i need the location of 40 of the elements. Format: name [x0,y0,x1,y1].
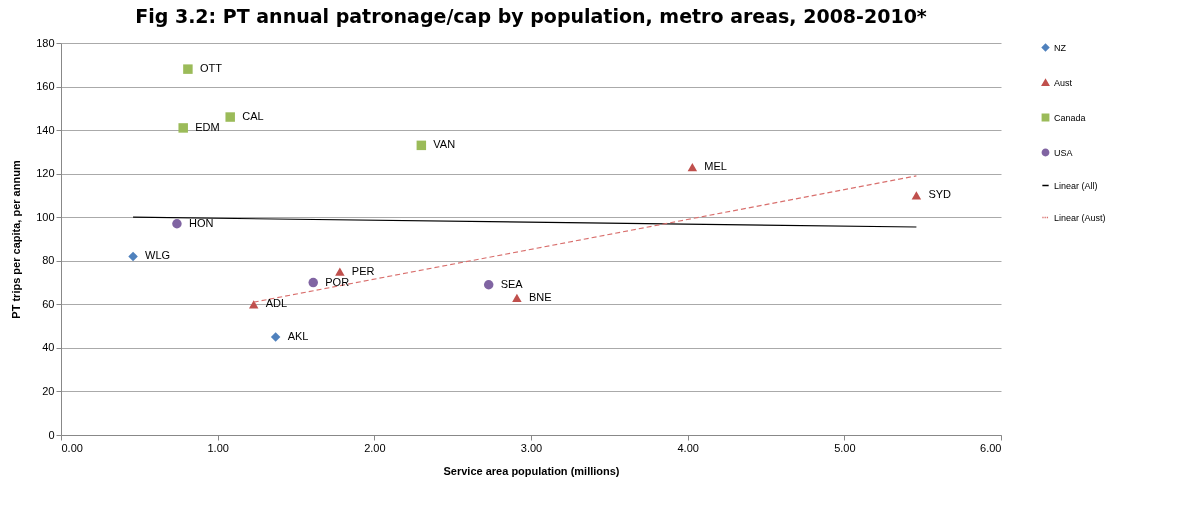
y-tick-label: 60 [42,297,55,310]
y-tick-label: 40 [42,341,55,354]
x-axis-title: Service area population (millions) [443,464,620,477]
x-tick-label: 6.00 [980,441,1002,454]
x-tick-label: 2.00 [364,441,386,454]
y-tick-label: 100 [36,210,55,223]
annotation: WLG [145,249,171,262]
x-tick-label: 4.00 [677,441,699,454]
y-tick-label: 120 [36,167,55,180]
annotation: AKL [287,330,309,342]
annotation: OTT [199,62,223,75]
legend-label: NZ [1054,42,1067,53]
annotation: SYD [928,188,952,201]
x-tick-label: 3.00 [520,441,543,454]
annotation: POR [325,275,350,288]
y-axis-title: PT trips per capita, per annum [10,160,23,319]
y-tick-label: 0 [48,428,55,441]
annotation: ADL [265,297,288,310]
y-tick-label: 160 [36,80,55,93]
annotation: CAL [242,110,264,123]
legend-label: USA [1054,147,1073,158]
annotation: SEA [500,277,524,290]
annotation: EDM [195,120,220,133]
x-tick-label: 5.00 [834,441,856,454]
legend-label: Linear (All) [1054,180,1098,191]
legend-label: Aust [1054,77,1073,88]
y-tick-label: 80 [42,254,55,267]
y-tick-label: 180 [36,36,55,49]
y-tick-label: 140 [36,123,55,136]
chart-title: Fig 3.2: PT annual patronage/cap by population, metro areas, 2008-2010* [135,5,927,27]
annotation: HON [188,216,214,229]
x-tick-label: 0.00 [61,441,83,454]
annotation: MEL [704,160,727,173]
annotation: VAN [433,138,456,151]
y-tick-label: 20 [42,384,55,397]
legend-label: Canada [1054,112,1086,123]
annotation: BNE [528,290,552,303]
annotation: PER [351,264,375,277]
legend-label: Linear (Aust) [1054,212,1106,223]
x-tick-label: 1.00 [207,441,229,454]
